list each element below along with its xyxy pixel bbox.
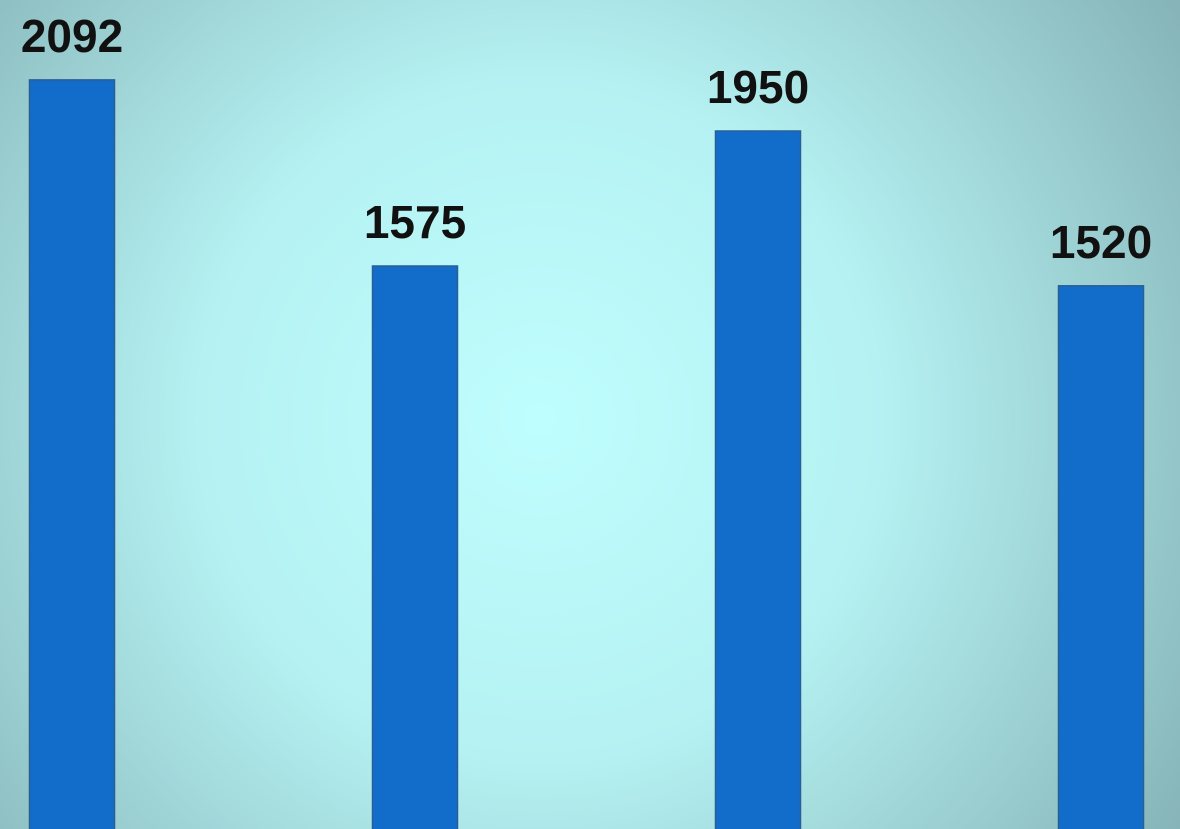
bar: [1057, 285, 1145, 829]
bar: [714, 130, 802, 829]
bar: [28, 79, 116, 829]
value-label: 1950: [707, 61, 809, 113]
value-label: 1520: [1050, 216, 1152, 268]
value-label: 2092: [21, 10, 123, 62]
bar: [371, 265, 459, 829]
value-label: 1575: [364, 196, 466, 248]
